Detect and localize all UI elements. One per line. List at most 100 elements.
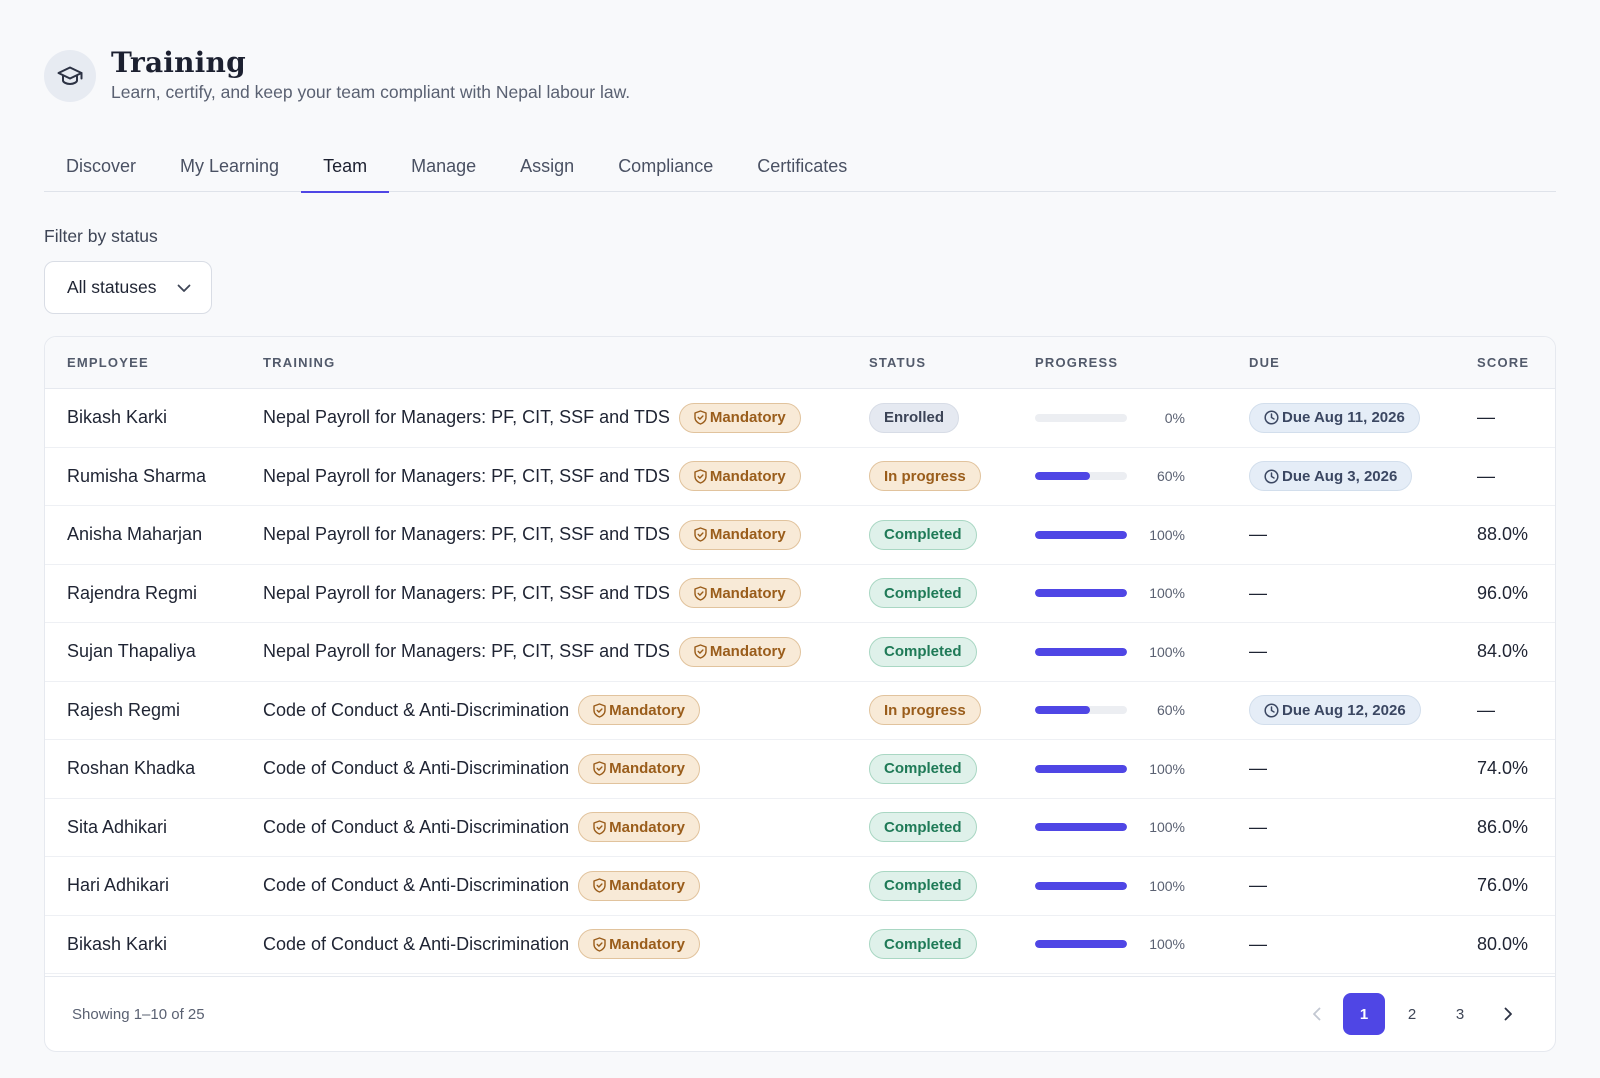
shield-check-icon (694, 644, 707, 659)
progress-bar (1035, 589, 1127, 598)
column-header-employee[interactable]: EMPLOYEE (67, 355, 149, 370)
due-cell: — (1249, 740, 1267, 798)
progress-bar (1035, 764, 1127, 773)
due-empty: — (1249, 758, 1267, 779)
mandatory-label: Mandatory (709, 643, 786, 661)
progress-bar-fill (1035, 823, 1127, 832)
team-training-table: EMPLOYEE TRAINING STATUS PROGRESS DUE SC… (44, 336, 1556, 1052)
training-cell: Nepal Payroll for Managers: PF, CIT, SSF… (263, 389, 801, 447)
mandatory-label: Mandatory (709, 526, 786, 544)
status-cell: Completed (869, 565, 977, 623)
progress-bar (1035, 881, 1127, 890)
tab-team[interactable]: Team (301, 140, 390, 193)
due-cell: — (1249, 506, 1267, 564)
tab-assign[interactable]: Assign (520, 155, 575, 176)
mandatory-label: Mandatory (609, 877, 685, 895)
status-cell: Completed (869, 916, 977, 974)
table-row[interactable]: Sita Adhikari Code of Conduct & Anti-Disc… (45, 799, 1555, 857)
table-row[interactable]: Rajesh Regmi Code of Conduct & Anti-Discr… (45, 682, 1555, 740)
training-name[interactable]: Code of Conduct & Anti-Discrimination (263, 816, 570, 837)
progress-percent: 0% (1164, 409, 1185, 426)
due-empty: — (1249, 875, 1267, 896)
mandatory-badge: Mandatory (578, 812, 700, 843)
shield-check-icon (694, 410, 707, 425)
mandatory-label: Mandatory (709, 467, 786, 485)
column-header-score[interactable]: SCORE (1477, 355, 1530, 370)
progress-bar (1035, 940, 1127, 949)
progress-cell: 100% (1035, 565, 1185, 623)
status-cell: In progress (869, 682, 981, 740)
employee-name: Anisha Maharjan (67, 524, 203, 545)
progress-bar-fill (1035, 472, 1091, 481)
table-row[interactable]: Sujan Thapaliya Nepal Payroll for Manager… (45, 623, 1555, 682)
table-row[interactable]: Rajendra Regmi Nepal Payroll for Managers… (45, 565, 1555, 623)
graduation-cap-icon (44, 50, 96, 102)
page-title: Training (111, 46, 246, 79)
page-button-2[interactable]: 2 (1407, 1005, 1417, 1023)
progress-bar-fill (1035, 764, 1127, 773)
tab-discover[interactable]: Discover (66, 155, 137, 176)
page-button-1[interactable]: 1 (1343, 993, 1385, 1035)
shield-check-icon (593, 820, 606, 835)
column-header-status[interactable]: STATUS (869, 355, 927, 370)
progress-bar (1035, 823, 1127, 832)
table-row[interactable]: Roshan Khadka Code of Conduct & Anti-Disc… (45, 740, 1555, 799)
clock-icon (1264, 410, 1279, 425)
tab-manage[interactable]: Manage (411, 155, 477, 176)
progress-bar (1035, 413, 1127, 422)
mandatory-badge: Mandatory (678, 578, 801, 609)
progress-bar-fill (1035, 647, 1127, 656)
table-row[interactable]: Anisha Maharjan Nepal Payroll for Manager… (45, 506, 1555, 565)
column-header-progress[interactable]: PROGRESS (1035, 355, 1119, 370)
next-page-button[interactable] (1487, 993, 1529, 1035)
training-name[interactable]: Nepal Payroll for Managers: PF, CIT, SSF… (263, 641, 670, 662)
training-name[interactable]: Code of Conduct & Anti-Discrimination (263, 933, 570, 954)
training-name[interactable]: Code of Conduct & Anti-Discrimination (263, 758, 570, 779)
progress-percent: 100% (1149, 819, 1185, 836)
column-header-training[interactable]: TRAINING (263, 355, 336, 370)
table-row[interactable]: Bikash Karki Code of Conduct & Anti-Discr… (45, 916, 1555, 974)
due-empty: — (1249, 641, 1267, 662)
employee-name: Rumisha Sharma (67, 465, 207, 486)
progress-percent: 60% (1156, 702, 1185, 719)
status-badge: Enrolled (869, 402, 960, 433)
progress-percent: 60% (1156, 468, 1185, 485)
progress-cell: 60% (1035, 448, 1185, 506)
progress-cell: 100% (1035, 857, 1185, 915)
training-name[interactable]: Nepal Payroll for Managers: PF, CIT, SSF… (263, 582, 670, 603)
page-button-3[interactable]: 3 (1455, 1005, 1465, 1023)
status-badge: Completed (869, 870, 977, 901)
progress-bar (1035, 530, 1127, 539)
progress-cell: 100% (1035, 623, 1185, 681)
progress-percent: 100% (1149, 643, 1185, 660)
training-cell: Nepal Payroll for Managers: PF, CIT, SSF… (263, 448, 801, 506)
progress-percent: 100% (1149, 760, 1185, 777)
training-name[interactable]: Nepal Payroll for Managers: PF, CIT, SSF… (263, 465, 670, 486)
progress-percent: 100% (1149, 585, 1185, 602)
due-cell: Due Aug 3, 2026 (1249, 448, 1413, 506)
training-cell: Nepal Payroll for Managers: PF, CIT, SSF… (263, 565, 801, 623)
training-cell: Code of Conduct & Anti-Discrimination Man… (263, 740, 700, 798)
mandatory-label: Mandatory (709, 409, 786, 427)
page-header: Training Learn, certify, and keep your t… (44, 48, 630, 103)
pagination: 1 2 3 (1295, 993, 1529, 1035)
table-header: EMPLOYEE TRAINING STATUS PROGRESS DUE SC… (45, 337, 1555, 389)
column-header-due[interactable]: DUE (1249, 355, 1281, 370)
training-cell: Code of Conduct & Anti-Discrimination Man… (263, 916, 700, 974)
table-row[interactable]: Bikash Karki Nepal Payroll for Managers: … (45, 389, 1555, 448)
training-name[interactable]: Code of Conduct & Anti-Discrimination (263, 875, 570, 896)
training-name[interactable]: Code of Conduct & Anti-Discrimination (263, 699, 570, 720)
progress-cell: 100% (1035, 916, 1185, 974)
due-empty: — (1249, 816, 1267, 837)
training-name[interactable]: Nepal Payroll for Managers: PF, CIT, SSF… (263, 407, 670, 428)
previous-page-button[interactable] (1295, 993, 1337, 1035)
tab-certificates[interactable]: Certificates (757, 155, 848, 176)
status-filter-select[interactable]: All statuses (44, 261, 212, 314)
tab-my-learning[interactable]: My Learning (180, 155, 280, 176)
tab-compliance[interactable]: Compliance (618, 155, 714, 176)
status-cell: Completed (869, 857, 977, 915)
table-row[interactable]: Rumisha Sharma Nepal Payroll for Managers… (45, 448, 1555, 506)
table-row[interactable]: Hari Adhikari Code of Conduct & Anti-Disc… (45, 857, 1555, 916)
training-name[interactable]: Nepal Payroll for Managers: PF, CIT, SSF… (263, 524, 670, 545)
mandatory-badge: Mandatory (678, 461, 801, 492)
